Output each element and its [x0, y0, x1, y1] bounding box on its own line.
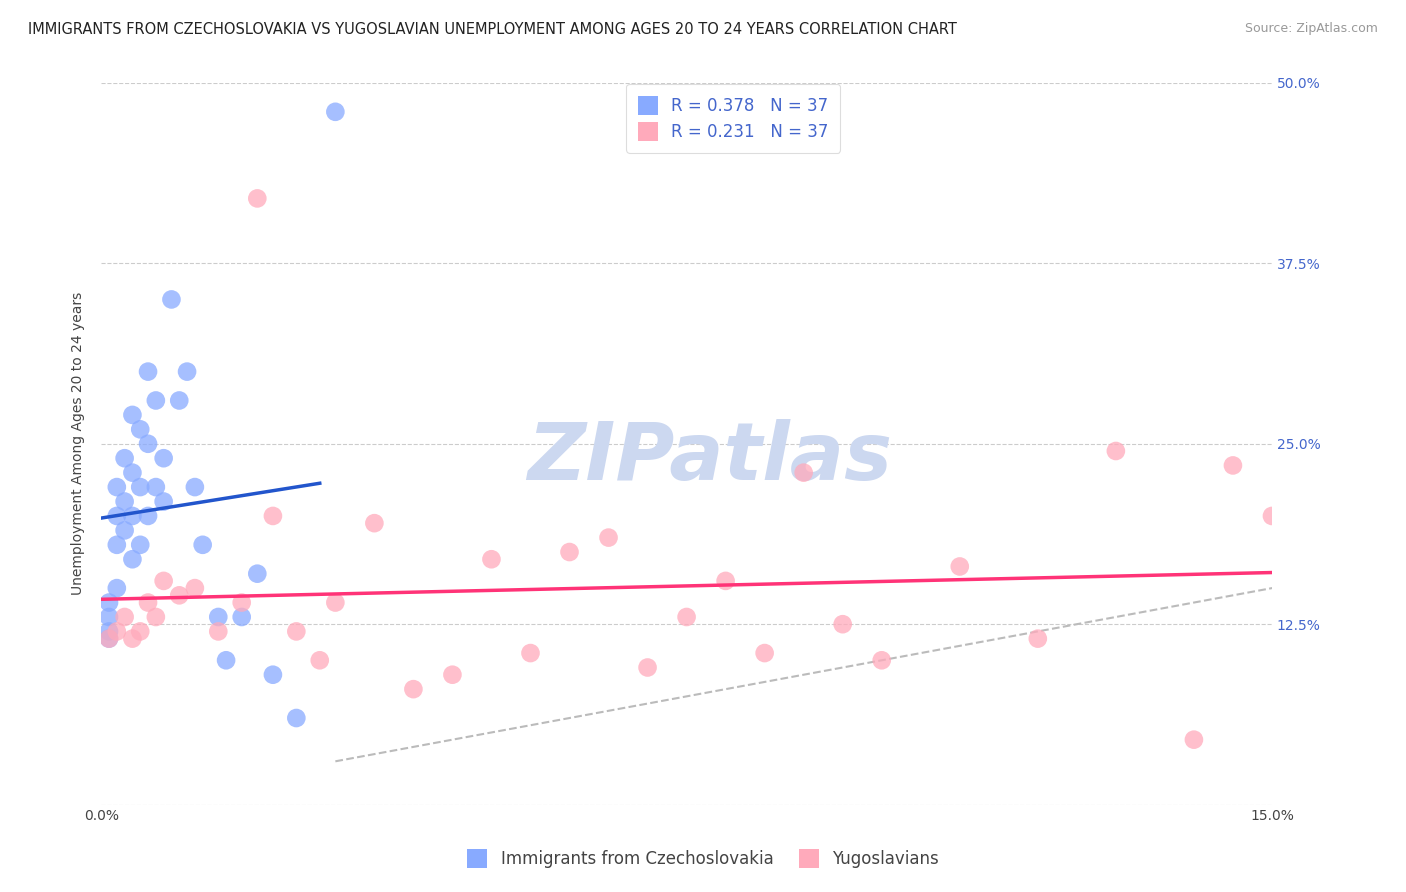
Point	[121, 508, 143, 523]
Point	[1182, 732, 1205, 747]
Point	[246, 191, 269, 205]
Point	[793, 466, 815, 480]
Point	[121, 552, 143, 566]
Point	[98, 596, 121, 610]
Point	[675, 610, 697, 624]
Point	[105, 581, 128, 595]
Point	[114, 610, 136, 624]
Text: ZIPatlas: ZIPatlas	[527, 419, 893, 497]
Point	[145, 610, 167, 624]
Point	[231, 596, 253, 610]
Point	[98, 632, 121, 646]
Legend: R = 0.378   N = 37, R = 0.231   N = 37: R = 0.378 N = 37, R = 0.231 N = 37	[627, 84, 841, 153]
Point	[184, 480, 207, 494]
Point	[231, 610, 253, 624]
Point	[129, 422, 152, 436]
Point	[98, 610, 121, 624]
Point	[167, 588, 190, 602]
Point	[121, 466, 143, 480]
Point	[308, 653, 330, 667]
Point	[98, 624, 121, 639]
Point	[262, 508, 284, 523]
Point	[285, 624, 308, 639]
Text: IMMIGRANTS FROM CZECHOSLOVAKIA VS YUGOSLAVIAN UNEMPLOYMENT AMONG AGES 20 TO 24 Y: IMMIGRANTS FROM CZECHOSLOVAKIA VS YUGOSL…	[28, 22, 957, 37]
Point	[167, 393, 190, 408]
Point	[949, 559, 972, 574]
Point	[136, 596, 159, 610]
Point	[1026, 632, 1049, 646]
Point	[121, 408, 143, 422]
Point	[121, 632, 143, 646]
Point	[114, 524, 136, 538]
Point	[105, 624, 128, 639]
Point	[136, 365, 159, 379]
Point	[246, 566, 269, 581]
Point	[191, 538, 214, 552]
Point	[262, 667, 284, 681]
Point	[145, 393, 167, 408]
Point	[136, 508, 159, 523]
Point	[402, 682, 425, 697]
Point	[598, 531, 620, 545]
Point	[176, 365, 198, 379]
Point	[105, 508, 128, 523]
Point	[114, 451, 136, 466]
Point	[637, 660, 659, 674]
Point	[363, 516, 385, 531]
Text: Source: ZipAtlas.com: Source: ZipAtlas.com	[1244, 22, 1378, 36]
Point	[441, 667, 464, 681]
Point	[98, 632, 121, 646]
Point	[325, 596, 347, 610]
Point	[136, 437, 159, 451]
Point	[129, 538, 152, 552]
Point	[831, 617, 853, 632]
Point	[105, 538, 128, 552]
Point	[519, 646, 541, 660]
Point	[152, 451, 174, 466]
Point	[481, 552, 503, 566]
Point	[558, 545, 581, 559]
Point	[114, 494, 136, 508]
Point	[129, 624, 152, 639]
Point	[1261, 508, 1284, 523]
Y-axis label: Unemployment Among Ages 20 to 24 years: Unemployment Among Ages 20 to 24 years	[72, 293, 86, 595]
Point	[184, 581, 207, 595]
Point	[215, 653, 238, 667]
Point	[1222, 458, 1244, 473]
Point	[207, 610, 229, 624]
Point	[325, 104, 347, 119]
Point	[145, 480, 167, 494]
Point	[152, 494, 174, 508]
Point	[285, 711, 308, 725]
Point	[207, 624, 229, 639]
Point	[870, 653, 893, 667]
Point	[714, 574, 737, 588]
Point	[105, 480, 128, 494]
Point	[160, 293, 183, 307]
Point	[152, 574, 174, 588]
Point	[129, 480, 152, 494]
Point	[1105, 444, 1128, 458]
Point	[754, 646, 776, 660]
Legend: Immigrants from Czechoslovakia, Yugoslavians: Immigrants from Czechoslovakia, Yugoslav…	[461, 842, 945, 875]
